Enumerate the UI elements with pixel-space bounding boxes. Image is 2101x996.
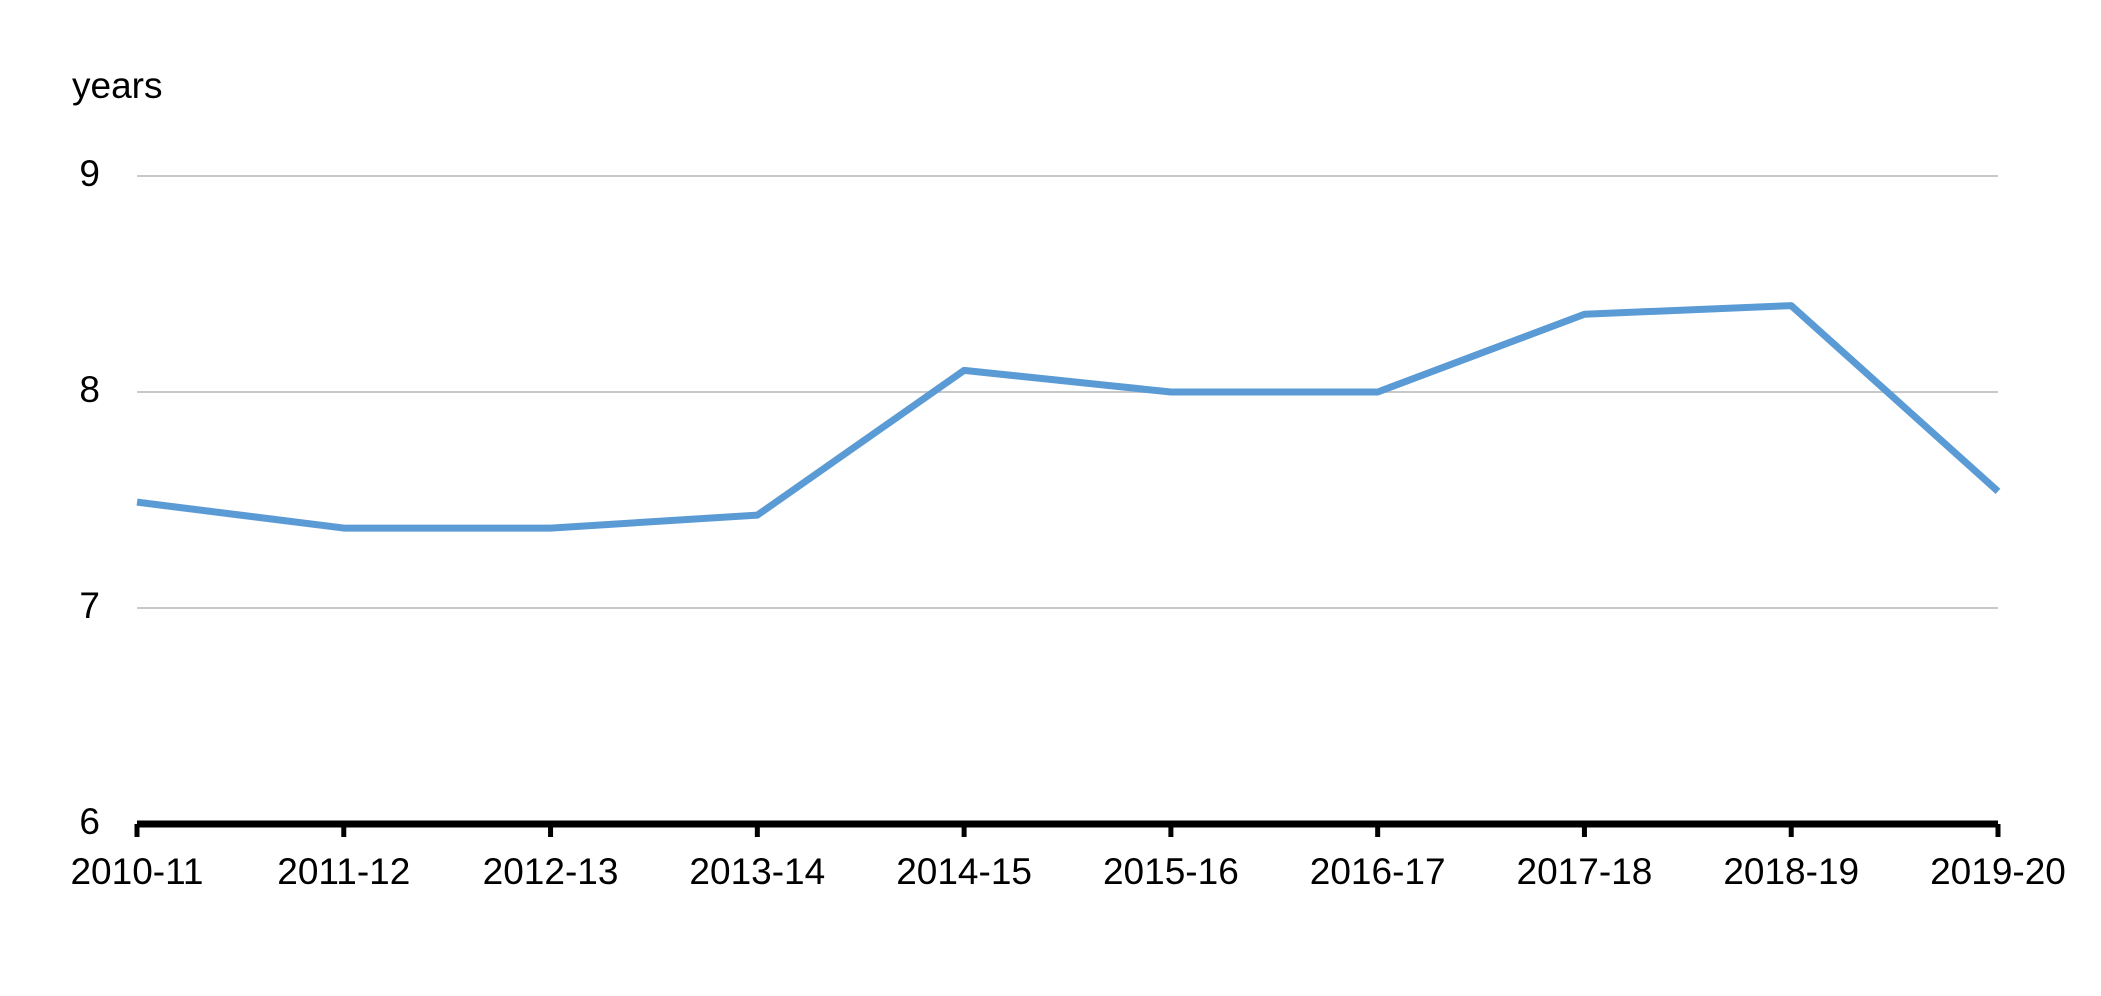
x-tick-label: 2019-20 [1930, 851, 2066, 892]
x-tick-label: 2014-15 [896, 851, 1032, 892]
x-tick-label: 2010-11 [70, 851, 203, 892]
x-tick-label: 2016-17 [1310, 851, 1446, 892]
x-tick-label: 2011-12 [277, 851, 410, 892]
x-tick-label: 2017-18 [1517, 851, 1653, 892]
x-tick-label: 2018-19 [1723, 851, 1859, 892]
x-tick-label: 2013-14 [689, 851, 825, 892]
y-tick-label: 9 [79, 153, 100, 194]
data-line [136, 302, 2001, 532]
x-tick-label: 2012-13 [483, 851, 619, 892]
x-tick-label: 2015-16 [1103, 851, 1239, 892]
y-axis-label: years [72, 65, 162, 106]
y-tick-label: 7 [79, 585, 100, 626]
y-tick-label: 6 [79, 801, 100, 842]
y-tick-label: 8 [79, 369, 100, 410]
